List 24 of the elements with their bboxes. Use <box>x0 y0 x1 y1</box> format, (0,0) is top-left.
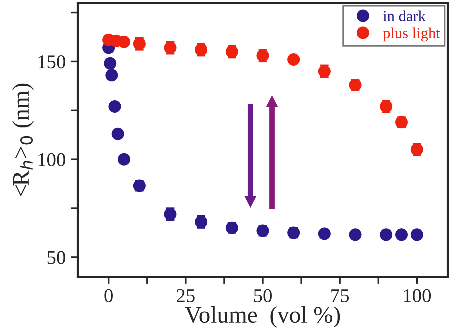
point <box>104 57 117 70</box>
point <box>396 228 408 242</box>
legend-label: in dark <box>383 10 426 22</box>
point <box>318 228 331 240</box>
y-axis-title: <R$_{h}$>$_{0}$ (nm) <box>12 84 34 196</box>
legend-label: plus light <box>383 28 440 42</box>
y-tick-label: 100 <box>38 153 66 167</box>
point <box>288 54 300 66</box>
point <box>106 69 118 82</box>
point <box>349 228 362 242</box>
x-tick-label: 25 <box>177 289 195 302</box>
x-tick-label: 0 <box>104 289 113 302</box>
point <box>118 153 130 166</box>
point <box>112 128 124 140</box>
y-tick-label: 150 <box>38 56 66 69</box>
x-axis-title: Volume (vol %) <box>185 306 340 328</box>
point <box>108 100 122 113</box>
point <box>118 36 130 48</box>
x-tick-label: 50 <box>254 289 272 302</box>
x-tick-label: 100 <box>404 289 432 302</box>
point <box>410 228 424 242</box>
y-tick-label: 50 <box>48 251 66 264</box>
x-tick-label: 75 <box>332 290 350 302</box>
point <box>380 228 393 242</box>
